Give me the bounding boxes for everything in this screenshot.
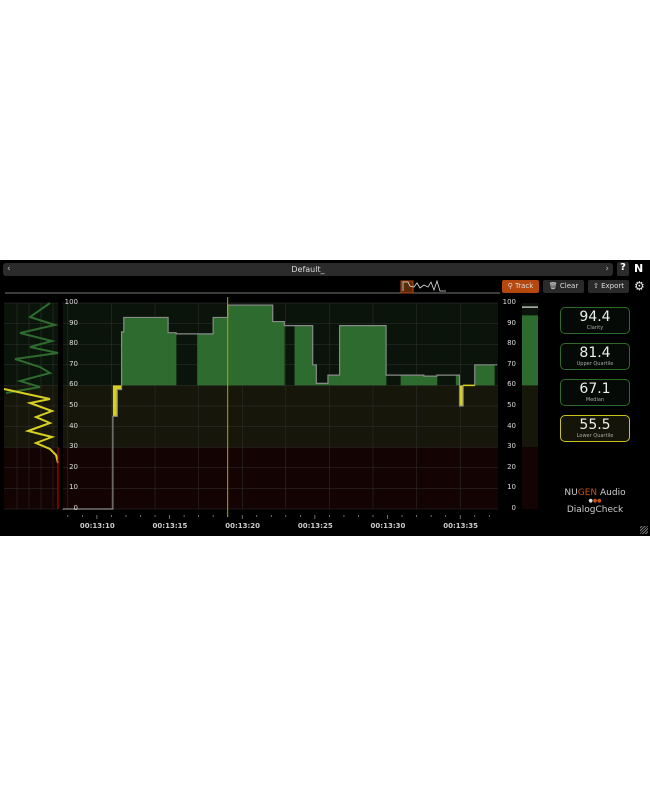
meter-scale-label: 80 [507, 339, 516, 348]
help-button[interactable]: ? [617, 262, 629, 276]
y-tick-label: 100 [64, 298, 78, 306]
dialogcheck-plugin: ‹ Default_ › ? N ⚲ Track 🗑 Clear ⇧ Expor… [0, 260, 650, 536]
meter-zone-band [522, 385, 538, 448]
stat-label: Median [585, 397, 605, 403]
clarity-good-area [123, 317, 169, 386]
stat-median: 67.1 Median [560, 379, 630, 406]
meter-zone-band [522, 447, 538, 509]
y-tick-label: 60 [69, 380, 78, 389]
clarity-good-area [294, 325, 313, 386]
chevron-left-icon[interactable]: ‹ [7, 264, 11, 274]
gear-icon[interactable]: ⚙ [634, 279, 645, 293]
clarity-trace-line [62, 304, 498, 510]
stat-value: 55.5 [579, 417, 611, 433]
track-button[interactable]: ⚲ Track [502, 280, 539, 293]
export-button[interactable]: ⇧ Export [588, 280, 629, 293]
y-tick-label: 40 [69, 421, 78, 430]
track-label: Track [515, 282, 534, 290]
stat-label: Upper Quartile [576, 361, 614, 367]
stat-value: 81.4 [579, 345, 611, 361]
meter-scale-label: 10 [507, 483, 516, 492]
x-tick-label: 00:13:10 [79, 522, 115, 530]
preset-name[interactable]: Default_ [291, 265, 325, 274]
clarity-good-area [423, 376, 438, 386]
y-tick-label: 70 [69, 359, 78, 368]
brand-nu: NU [564, 488, 578, 498]
overview-waveform [402, 279, 446, 292]
clarity-warn-area [112, 385, 118, 417]
zone-band [62, 385, 498, 448]
x-tick-label: 00:13:15 [152, 522, 188, 530]
y-tick-label: 50 [69, 401, 78, 409]
chevron-right-icon[interactable]: › [605, 264, 609, 274]
clarity-good-area [121, 331, 125, 386]
clarity-good-area [455, 375, 460, 386]
stat-value: 67.1 [579, 381, 611, 397]
y-tick-label: 0 [73, 504, 78, 512]
x-tick-label: 00:13:30 [370, 522, 406, 530]
clear-label: Clear [559, 282, 579, 290]
meter-scale-label: 100 [502, 298, 516, 306]
brand-audio: Audio [597, 488, 626, 498]
clarity-plot [61, 297, 498, 519]
meter-scale-label: 0 [511, 504, 516, 512]
x-tick-label: 00:13:25 [297, 522, 333, 530]
export-label: Export [601, 282, 625, 290]
nugen-logo-icon: N [634, 262, 644, 275]
meter-scale-label: 70 [507, 359, 516, 368]
y-tick-label: 20 [69, 462, 78, 471]
clarity-good-area [312, 364, 317, 386]
clarity-warn-area [459, 385, 464, 406]
clarity-meter [522, 303, 538, 509]
meter-scale-label: 60 [507, 380, 516, 389]
stat-lower-quartile: 55.5 Lower Quartile [560, 415, 630, 442]
clarity-good-area [197, 333, 214, 386]
preset-bar[interactable]: ‹ Default_ › [3, 263, 613, 276]
meter-scale-label: 90 [507, 318, 516, 327]
main-display [3, 297, 538, 519]
stat-label: Lower Quartile [576, 433, 614, 439]
meter-scale-label: 40 [507, 421, 516, 430]
clarity-good-area [213, 317, 228, 386]
stat-upper-quartile: 81.4 Upper Quartile [560, 343, 630, 370]
x-tick-label: 00:13:20 [225, 522, 261, 530]
trash-icon: 🗑 [548, 282, 558, 290]
y-tick-label: 10 [69, 483, 78, 492]
stat-clarity: 94.4 Clarity [560, 307, 630, 334]
histogram-warn-curve [3, 388, 59, 464]
meter-fill [522, 315, 538, 386]
clarity-good-area [227, 305, 274, 386]
clarity-good-area [168, 332, 177, 386]
y-tick-label: 80 [69, 339, 78, 348]
y-tick-label: 90 [69, 318, 78, 327]
clear-button[interactable]: 🗑 Clear [543, 280, 584, 293]
clarity-good-area [339, 325, 387, 386]
stat-label: Clarity [586, 325, 604, 331]
clarity-good-area [327, 375, 340, 386]
histogram-good-curve [5, 302, 59, 394]
histogram-panel [3, 302, 59, 510]
clarity-good-area [272, 321, 285, 386]
brand-gen: GEN [577, 488, 598, 498]
x-tick-label: 00:13:35 [443, 522, 479, 530]
histogram-zone-band [4, 447, 58, 509]
export-icon: ⇧ [592, 282, 599, 290]
clarity-good-area [316, 383, 329, 386]
y-tick-label: 30 [69, 442, 78, 451]
meter-scale-label: 50 [507, 401, 516, 409]
track-icon: ⚲ [507, 282, 513, 290]
meter-scale-label: 20 [507, 462, 516, 471]
clarity-good-area [400, 375, 425, 386]
product-name: DialogCheck [566, 505, 624, 515]
stat-value: 94.4 [579, 309, 611, 325]
meter-scale-label: 30 [507, 442, 516, 451]
clarity-warn-area [117, 385, 122, 390]
clarity-good-area [474, 364, 495, 386]
nugen-audio-logo: NUGEN Audio ●●● DialogCheck [548, 488, 642, 515]
brand-dots-icon: ●●● [588, 498, 602, 504]
zone-band [62, 447, 498, 509]
resize-grip-icon[interactable] [640, 526, 648, 534]
overview-strip[interactable] [0, 278, 500, 296]
